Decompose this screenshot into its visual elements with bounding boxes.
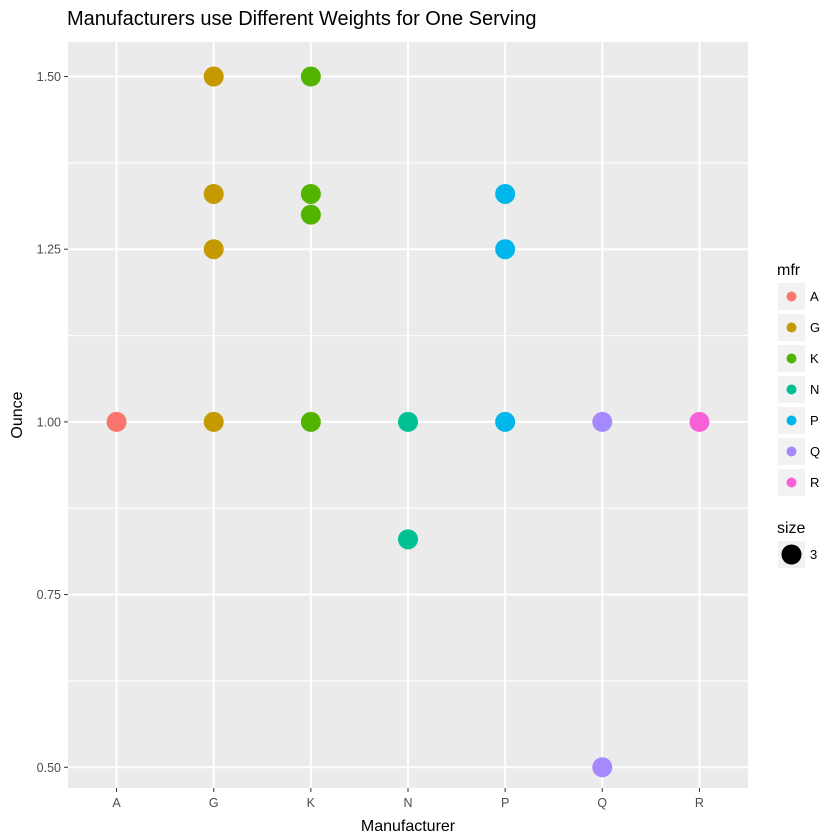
x-tick-label: R <box>695 796 704 810</box>
legend-mfr-title: mfr <box>777 262 801 279</box>
x-tick-label: G <box>209 796 219 810</box>
axes: 0.50 0.75 1.00 1.25 1.50 A G K N P Q R <box>37 70 704 810</box>
x-tick-label: A <box>112 796 121 810</box>
legend-key-G <box>786 322 797 333</box>
data-point-P <box>495 411 516 432</box>
y-tick-label: 1.50 <box>37 70 61 84</box>
legend-label-G: G <box>810 320 820 335</box>
legend-label-P: P <box>810 413 819 428</box>
legend-mfr-items: A G K N P Q R <box>778 283 820 496</box>
data-point-G <box>203 411 224 432</box>
data-point-Q <box>592 757 613 778</box>
legend-size-items: 3 <box>778 541 817 568</box>
y-tick-label: 0.75 <box>37 588 61 602</box>
data-point-K <box>300 204 321 225</box>
chart-title: Manufacturers use Different Weights for … <box>67 8 536 30</box>
x-axis-title: Manufacturer <box>361 818 456 835</box>
data-point-K <box>300 411 321 432</box>
data-point-P <box>495 183 516 204</box>
legend-label-N: N <box>810 382 819 397</box>
legend-key-Q <box>786 446 797 457</box>
data-point-N <box>398 529 418 550</box>
data-points <box>106 66 710 778</box>
data-point-P <box>495 239 516 260</box>
data-point-N <box>398 411 418 432</box>
legend-size-label: 3 <box>810 547 817 562</box>
data-point-G <box>203 183 224 204</box>
y-axis-title: Ounce <box>9 391 26 438</box>
legend-mfr: mfr A G K N P Q R <box>777 262 820 496</box>
legend-size-title: size <box>777 520 806 537</box>
legend-label-K: K <box>810 351 819 366</box>
legend-key-P <box>786 415 797 426</box>
y-tick-label: 1.25 <box>37 243 61 257</box>
data-point-R <box>689 411 710 432</box>
legend-key-A <box>786 291 797 302</box>
legend-label-A: A <box>810 289 819 304</box>
x-tick-label: Q <box>597 796 607 810</box>
data-point-K <box>300 183 321 204</box>
x-tick-label: N <box>403 796 412 810</box>
y-tick-label: 1.00 <box>37 415 61 429</box>
legend-size-key <box>781 544 802 565</box>
data-point-A <box>106 411 127 432</box>
y-tick-label: 0.50 <box>37 761 61 775</box>
legend-label-R: R <box>810 475 819 490</box>
data-point-G <box>203 66 224 87</box>
data-point-Q <box>592 411 613 432</box>
legend-size: size 3 <box>777 520 817 568</box>
legend-label-Q: Q <box>810 444 820 459</box>
x-tick-label: P <box>501 796 509 810</box>
legend-key-K <box>786 353 797 364</box>
legend-key-N <box>786 384 797 395</box>
data-point-K <box>300 66 321 87</box>
legend-key-R <box>786 477 797 488</box>
x-tick-label: K <box>307 796 316 810</box>
data-point-G <box>203 239 224 260</box>
